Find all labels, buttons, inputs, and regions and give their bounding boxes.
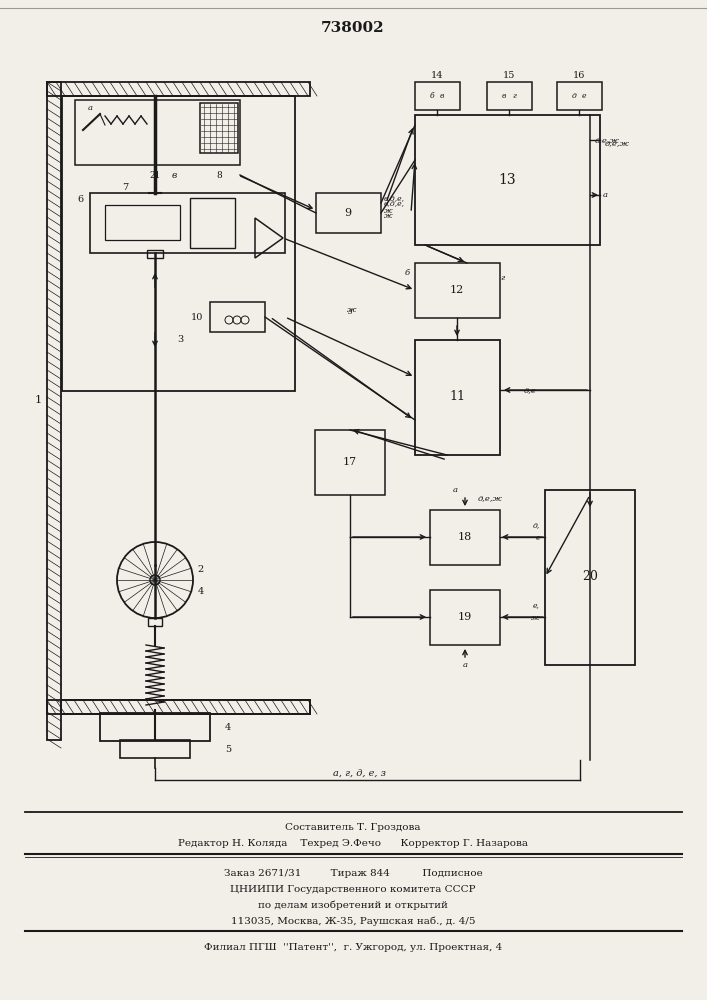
- Bar: [148, 618, 162, 626]
- Text: 12: 12: [450, 285, 464, 295]
- Bar: [557, 82, 602, 110]
- Text: б: б: [430, 92, 434, 100]
- Text: д,е,ж: д,е,ж: [477, 494, 503, 502]
- Text: 14: 14: [431, 70, 443, 80]
- Text: д,е: д,е: [524, 386, 537, 394]
- Text: 2: 2: [198, 566, 204, 574]
- Text: е: е: [582, 92, 586, 100]
- Bar: [487, 82, 532, 110]
- Bar: [190, 198, 235, 248]
- Text: д,е,ж: д,е,ж: [595, 136, 620, 144]
- Text: 15: 15: [503, 70, 515, 80]
- Bar: [415, 340, 500, 455]
- Text: 13: 13: [498, 173, 516, 187]
- Bar: [430, 590, 500, 645]
- Bar: [200, 103, 238, 153]
- Text: 18: 18: [458, 532, 472, 542]
- Text: 8: 8: [216, 170, 222, 180]
- Bar: [105, 205, 180, 240]
- Bar: [120, 740, 190, 758]
- Text: г: г: [512, 92, 516, 100]
- Bar: [210, 302, 265, 332]
- Bar: [415, 115, 600, 245]
- Text: а: а: [603, 191, 608, 199]
- Text: 17: 17: [343, 457, 357, 467]
- Text: а: а: [88, 104, 93, 112]
- Text: Филиал ПГШ  ''Патент'',  г. Ужгород, ул. Проектная, 4: Филиал ПГШ ''Патент'', г. Ужгород, ул. П…: [204, 944, 502, 952]
- Text: з: з: [348, 308, 352, 316]
- Bar: [545, 490, 635, 665]
- Text: ж: ж: [384, 207, 392, 215]
- Text: д: д: [571, 92, 576, 100]
- Text: Заказ 2671/31         Тираж 844          Подписное: Заказ 2671/31 Тираж 844 Подписное: [223, 868, 482, 878]
- Text: д,: д,: [533, 521, 540, 529]
- Bar: [47, 82, 61, 740]
- Text: е: е: [535, 534, 540, 542]
- Text: 7: 7: [122, 184, 128, 192]
- Text: 738002: 738002: [321, 21, 385, 35]
- Bar: [75, 100, 240, 165]
- Text: 113035, Москва, Ж-35, Раушская наб., д. 4/5: 113035, Москва, Ж-35, Раушская наб., д. …: [230, 916, 475, 926]
- Text: 11: 11: [449, 390, 465, 403]
- Bar: [62, 96, 295, 391]
- Text: ж: ж: [532, 614, 540, 622]
- Text: 21: 21: [149, 170, 160, 180]
- Text: 6: 6: [77, 196, 83, 205]
- Bar: [100, 713, 210, 741]
- Text: Редактор Н. Коляда    Техред Э.Фечо      Корректор Г. Назарова: Редактор Н. Коляда Техред Э.Фечо Коррект…: [178, 840, 528, 848]
- Bar: [47, 82, 310, 96]
- Bar: [47, 700, 310, 714]
- Text: ж: ж: [384, 212, 392, 220]
- Text: ж: ж: [347, 306, 357, 314]
- Text: ЦНИИПИ Государственного комитета СССР: ЦНИИПИ Государственного комитета СССР: [230, 884, 476, 894]
- Text: б: б: [405, 269, 410, 277]
- Text: в,д,е,: в,д,е,: [384, 199, 405, 207]
- Text: а: а: [452, 486, 457, 494]
- Bar: [147, 250, 163, 258]
- Text: е,: е,: [533, 601, 540, 609]
- Bar: [316, 193, 381, 233]
- Bar: [415, 82, 460, 110]
- Text: 4: 4: [225, 722, 231, 732]
- Text: 20: 20: [582, 570, 598, 584]
- Text: в,д,е,: в,д,е,: [384, 194, 405, 202]
- Text: 19: 19: [458, 612, 472, 622]
- Text: а: а: [462, 661, 467, 669]
- Text: а, г, д, е, з: а, г, д, е, з: [334, 768, 387, 778]
- Text: 16: 16: [573, 70, 585, 80]
- Bar: [415, 263, 500, 318]
- Bar: [430, 510, 500, 565]
- Text: 1: 1: [35, 395, 42, 405]
- Text: 5: 5: [225, 744, 231, 754]
- Text: Составитель Т. Гроздова: Составитель Т. Гроздова: [285, 824, 421, 832]
- Bar: [315, 430, 385, 495]
- Bar: [61, 700, 310, 714]
- Text: в: в: [171, 170, 177, 180]
- Text: 10: 10: [191, 312, 203, 322]
- Text: в: в: [440, 92, 444, 100]
- Text: в: в: [502, 92, 506, 100]
- Text: 4: 4: [198, 587, 204, 596]
- Text: 3: 3: [177, 336, 183, 344]
- Text: 9: 9: [344, 208, 351, 218]
- Text: г: г: [501, 274, 505, 282]
- Text: по делам изобретений и открытий: по делам изобретений и открытий: [258, 900, 448, 910]
- Bar: [90, 193, 285, 253]
- Text: д,е,ж: д,е,ж: [605, 139, 630, 147]
